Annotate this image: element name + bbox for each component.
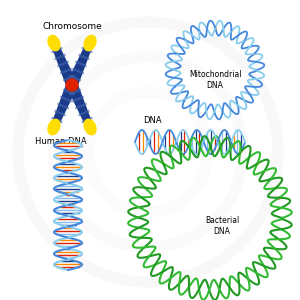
Polygon shape bbox=[51, 42, 77, 87]
Polygon shape bbox=[67, 42, 93, 87]
Text: Bacterial
DNA: Bacterial DNA bbox=[205, 216, 239, 236]
Polygon shape bbox=[51, 83, 77, 128]
Text: DNA: DNA bbox=[143, 116, 161, 125]
Ellipse shape bbox=[48, 35, 60, 51]
Ellipse shape bbox=[48, 119, 60, 135]
Text: Chromosome: Chromosome bbox=[42, 22, 102, 31]
Circle shape bbox=[66, 79, 78, 91]
Ellipse shape bbox=[84, 119, 96, 135]
Ellipse shape bbox=[84, 35, 96, 51]
Text: Human DNA: Human DNA bbox=[35, 137, 87, 146]
Text: Mitochondrial
DNA: Mitochondrial DNA bbox=[189, 70, 241, 90]
Polygon shape bbox=[67, 83, 93, 128]
